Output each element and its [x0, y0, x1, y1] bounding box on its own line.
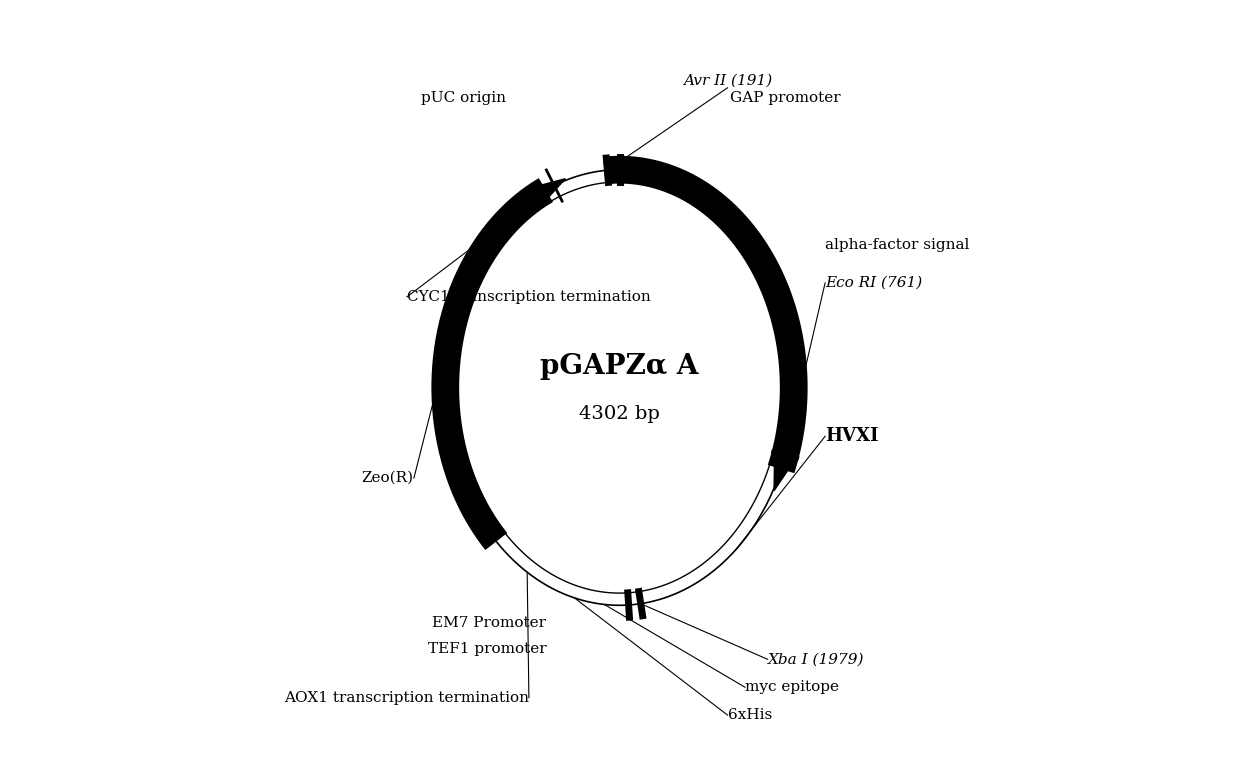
Text: alpha-factor signal: alpha-factor signal	[825, 238, 969, 252]
Polygon shape	[435, 346, 455, 381]
Polygon shape	[703, 195, 736, 224]
Text: GAP promoter: GAP promoter	[730, 91, 840, 105]
Text: HVXI: HVXI	[825, 427, 878, 446]
Text: AOX1 transcription termination: AOX1 transcription termination	[284, 691, 529, 704]
Text: 6xHis: 6xHis	[727, 708, 772, 722]
Text: myc epitope: myc epitope	[745, 680, 839, 694]
Text: Eco RI (761): Eco RI (761)	[825, 276, 922, 290]
Text: Xba I (1979): Xba I (1979)	[768, 653, 864, 666]
Text: CYC1 transcription termination: CYC1 transcription termination	[406, 290, 650, 304]
Text: Zeo(R): Zeo(R)	[362, 471, 414, 485]
Polygon shape	[529, 179, 565, 203]
Polygon shape	[774, 456, 794, 491]
Text: EM7 Promoter: EM7 Promoter	[432, 615, 546, 630]
Text: Avr II (191): Avr II (191)	[683, 74, 772, 88]
Text: TEF1 promoter: TEF1 promoter	[427, 642, 546, 656]
Text: 4302 bp: 4302 bp	[579, 405, 660, 422]
Text: pUC origin: pUC origin	[421, 91, 507, 105]
Text: pGAPZα A: pGAPZα A	[540, 353, 699, 380]
